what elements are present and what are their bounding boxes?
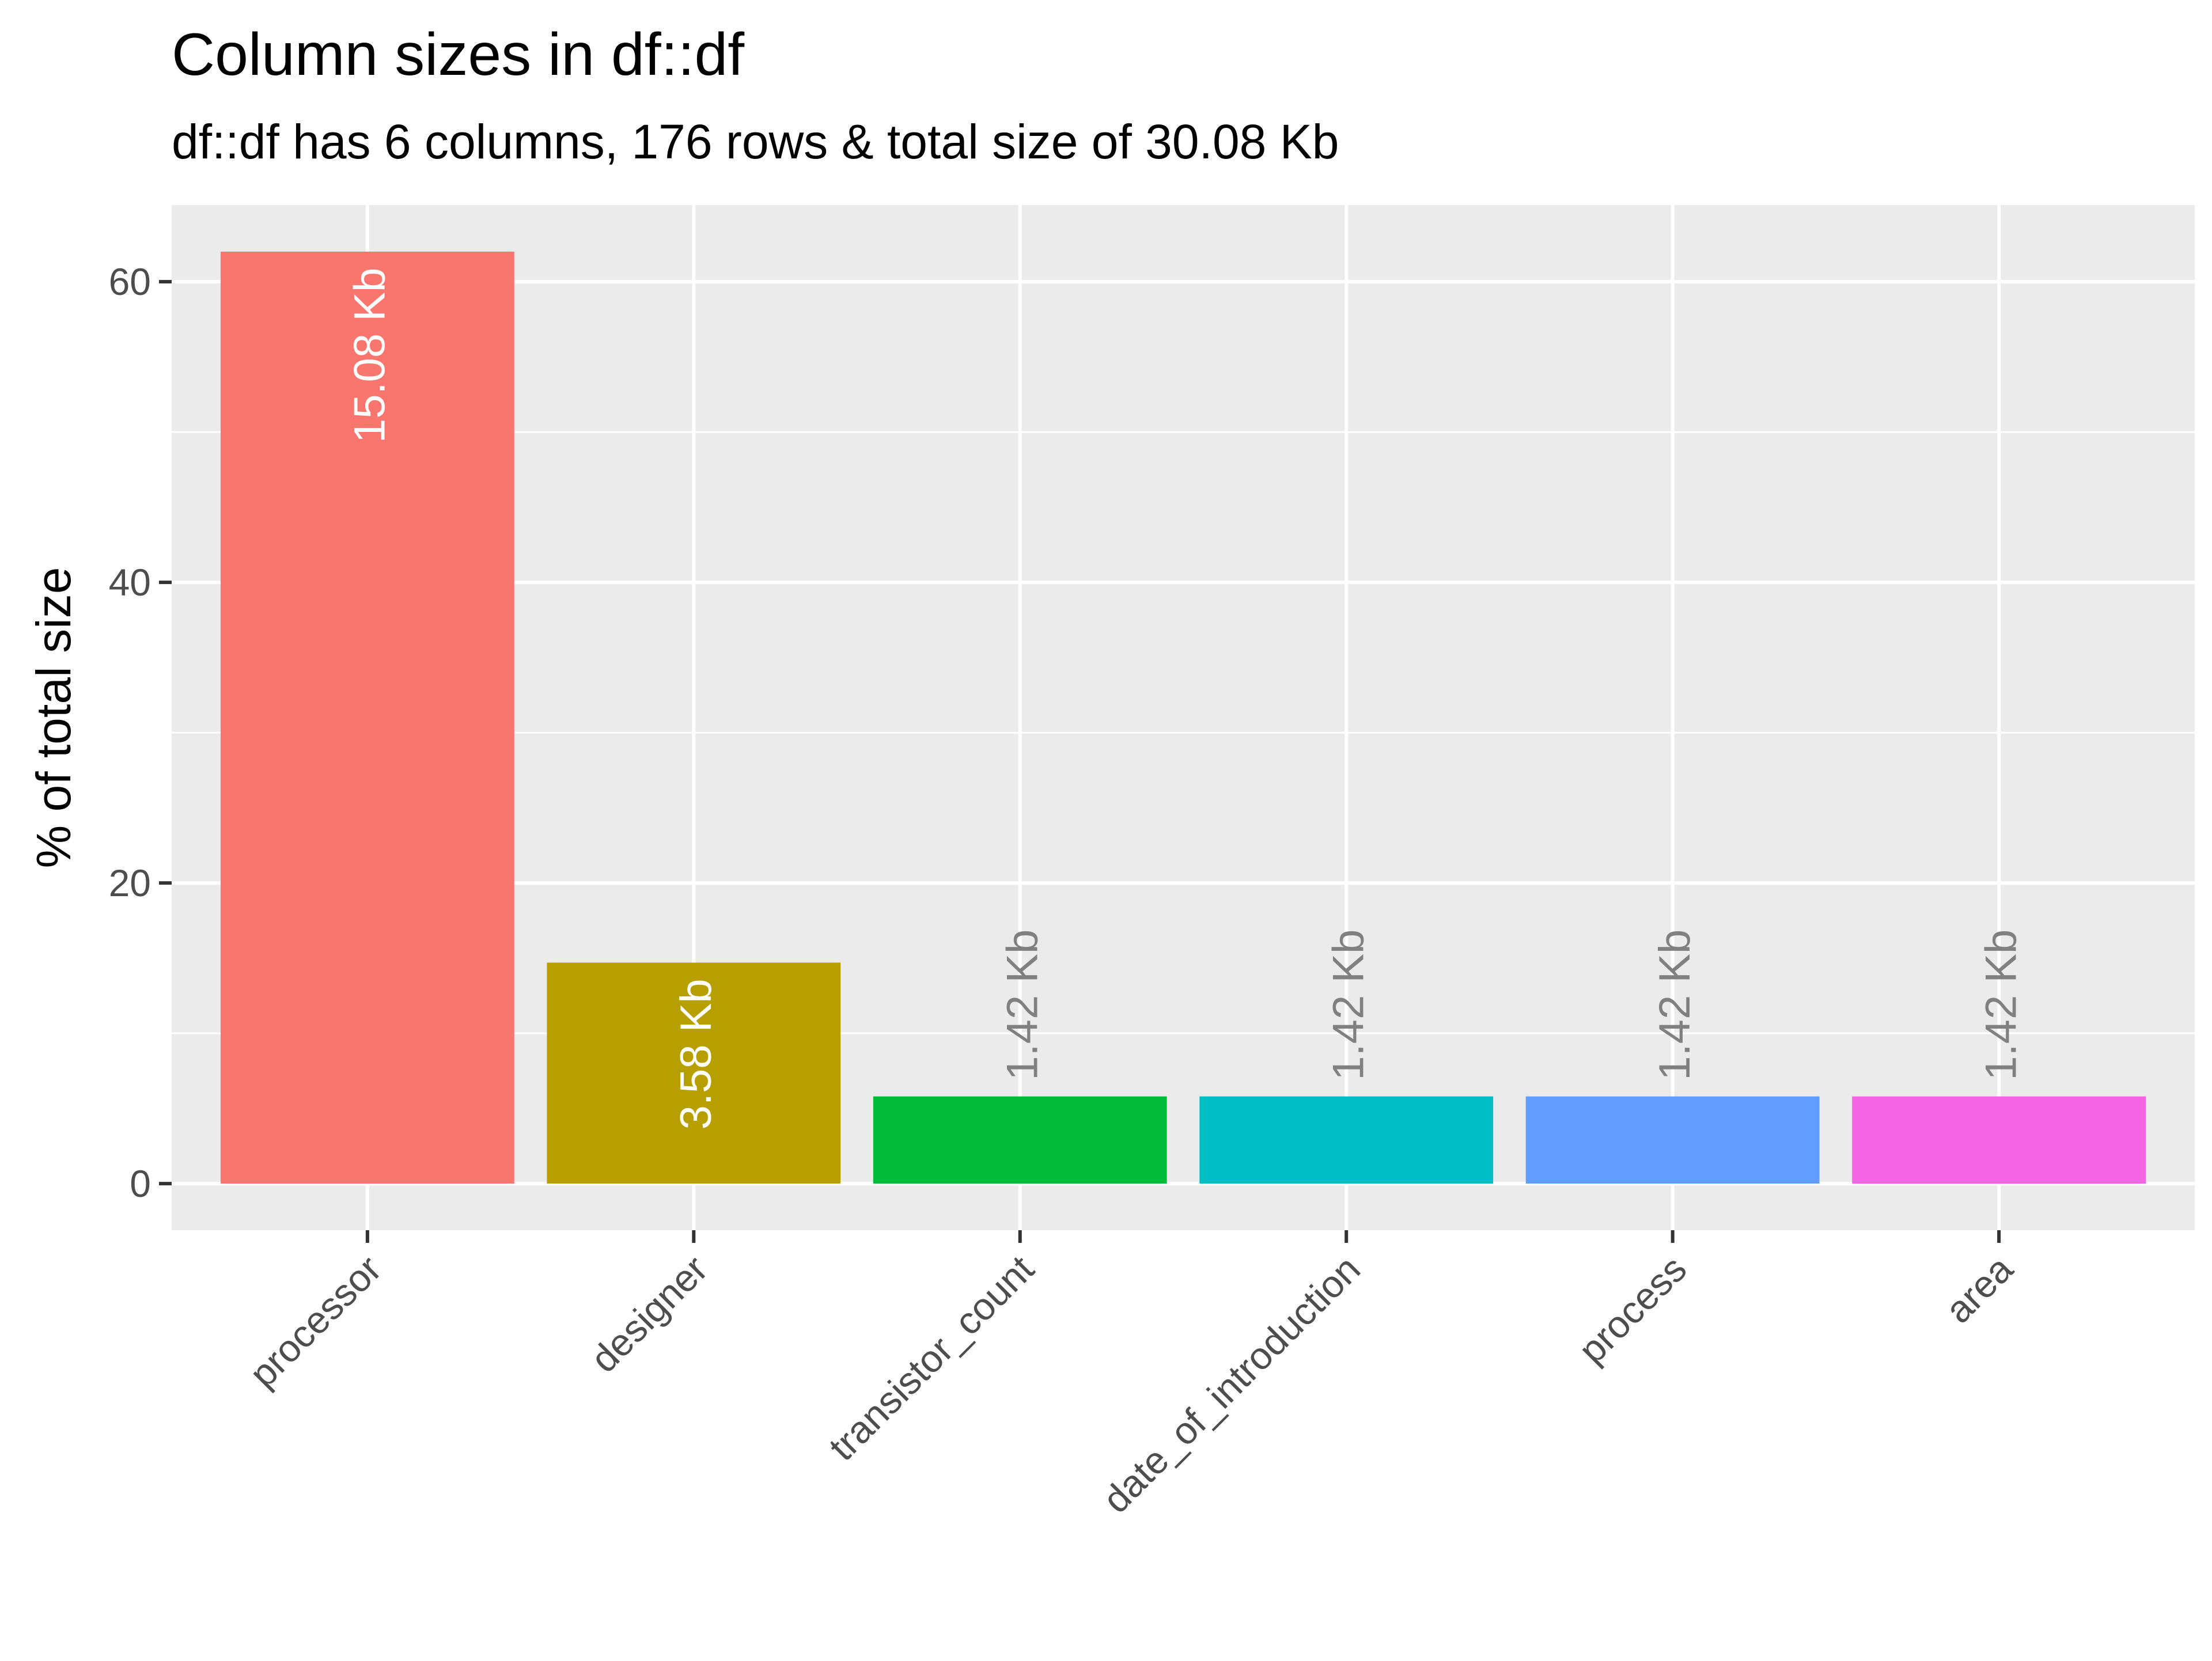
bar (220, 251, 514, 1184)
x-tick-label: date_of_introduction (1094, 1247, 1368, 1521)
x-tick-label: process (1570, 1247, 1695, 1372)
y-tick-label: 0 (130, 1162, 151, 1205)
bar (1852, 1096, 2146, 1184)
bar (873, 1096, 1167, 1184)
bar (1199, 1096, 1494, 1184)
y-tick-label: 40 (109, 561, 151, 604)
bar (1525, 1096, 1820, 1184)
x-tick-label: designer (582, 1247, 715, 1381)
x-axis: processor designer transistor_count date_of… (241, 1230, 2021, 1521)
x-tick-label: transistor_count (820, 1247, 1041, 1469)
bar-label: 15.08 Kb (345, 268, 394, 443)
bar-label: 1.42 Kb (998, 930, 1047, 1080)
bar-label: 1.42 Kb (1977, 930, 2026, 1080)
chart-title: Column sizes in df::df (172, 21, 745, 88)
bar-labels: 15.08 Kb 3.58 Kb 1.42 Kb 1.42 Kb 1.42 Kb 1.42… (345, 268, 2025, 1130)
bars (220, 251, 2146, 1184)
bar-label: 3.58 Kb (672, 979, 721, 1129)
y-tick-label: 20 (109, 862, 151, 904)
bar-label: 1.42 Kb (1324, 930, 1373, 1080)
x-tick-label: processor (241, 1247, 389, 1395)
chart-subtitle: df::df has 6 columns, 176 rows & total s… (172, 115, 1339, 169)
x-tick-label: area (1937, 1247, 2021, 1331)
y-axis: 0 20 40 60 (109, 260, 172, 1205)
y-tick-label: 60 (109, 260, 151, 303)
bar (547, 962, 841, 1184)
bar-label: 1.42 Kb (1650, 930, 1699, 1080)
y-axis-title: % of total size (26, 567, 81, 869)
